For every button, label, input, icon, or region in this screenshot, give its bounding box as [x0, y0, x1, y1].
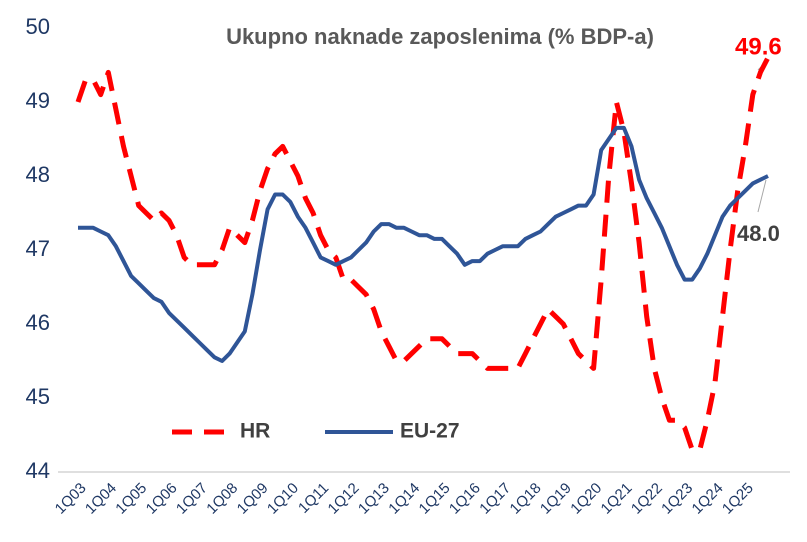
x-tick-label: 1Q10: [264, 480, 302, 518]
x-tick-label: 1Q13: [355, 480, 393, 518]
x-tick-label: 1Q21: [598, 480, 636, 518]
x-tick-label: 1Q11: [295, 480, 332, 517]
x-tick-label: 1Q24: [689, 480, 727, 518]
x-tick-label: 1Q22: [628, 480, 666, 518]
y-tick-label: 45: [26, 384, 50, 409]
legend-label: HR: [240, 420, 270, 443]
series-line: [78, 125, 769, 363]
x-tick-label: 1Q03: [52, 480, 90, 518]
y-tick-label: 49: [26, 88, 50, 113]
y-tick-label: 46: [26, 310, 50, 335]
annotation: 48.0: [737, 221, 780, 246]
x-tick-label: 1Q17: [476, 480, 514, 518]
x-tick-label: 1Q20: [567, 480, 605, 518]
x-tick-label: 1Q09: [234, 480, 272, 518]
x-tick-label: 1Q04: [82, 480, 120, 518]
x-tick-label: 1Q07: [173, 480, 211, 518]
x-tick-label: 1Q18: [507, 480, 545, 518]
legend-label: EU-27: [400, 420, 460, 443]
x-tick-label: 1Q05: [112, 480, 150, 518]
x-tick-label: 1Q15: [416, 480, 454, 518]
y-tick-label: 50: [26, 14, 50, 39]
leader-line: [757, 179, 767, 213]
x-tick-label: 1Q06: [143, 480, 181, 518]
chart-title: Ukupno naknade zaposlenima (% BDP-a): [226, 24, 654, 49]
annotation: 49.6: [735, 33, 782, 60]
series-line: [75, 56, 771, 453]
x-tick-label: 1Q19: [537, 480, 575, 518]
x-tick-label: 1Q12: [325, 480, 363, 518]
x-tick-label: 1Q23: [658, 480, 696, 518]
y-tick-label: 48: [26, 162, 50, 187]
x-tick-label: 1Q14: [385, 480, 423, 518]
y-tick-label: 47: [26, 236, 50, 261]
x-tick-label: 1Q08: [203, 480, 241, 518]
x-tick-label: 1Q25: [719, 480, 757, 518]
x-tick-label: 1Q16: [446, 480, 484, 518]
y-tick-label: 44: [26, 458, 50, 483]
